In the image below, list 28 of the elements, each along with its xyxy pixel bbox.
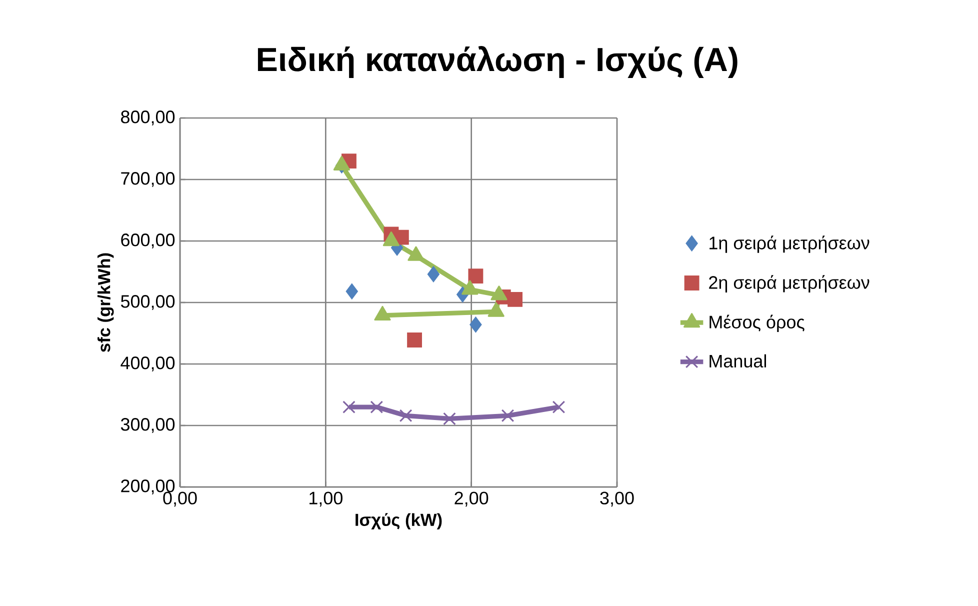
chart-title: Ειδική κατανάλωση - Ισχύς (A) — [258, 46, 738, 78]
y-tick-label: 400,00 — [120, 356, 175, 372]
y-tick-label: 700,00 — [121, 172, 175, 187]
y-axis-title: sfc (gr/kWh) — [98, 253, 114, 352]
point — [342, 400, 356, 414]
legend-label: 2η σειρά μετρήσεων — [709, 275, 870, 292]
point — [407, 332, 422, 348]
point — [427, 266, 440, 282]
point — [346, 284, 358, 300]
legend-label: 1η σειρά μετρήσεων — [710, 236, 870, 253]
point — [552, 400, 566, 414]
point — [443, 412, 456, 426]
point — [470, 316, 482, 332]
point — [508, 292, 523, 307]
y-tick-label: 800,00 — [121, 110, 175, 126]
x-tick-label: 3,00 — [600, 492, 634, 507]
y-tick-label: 600,00 — [121, 234, 175, 248]
y-tick-label: 300,00 — [120, 418, 175, 433]
x-tick-label: 1,00 — [310, 492, 342, 507]
point — [501, 409, 514, 422]
point — [468, 268, 484, 284]
point — [370, 400, 384, 414]
point — [399, 409, 412, 422]
legend-label: Μέσος όρος — [710, 314, 804, 332]
x-tick-label: 2,00 — [454, 492, 488, 507]
x-axis-title: Ισχύς (kW) — [356, 513, 442, 530]
y-tick-label: 500,00 — [120, 295, 175, 310]
legend-label: Manual — [710, 354, 766, 368]
